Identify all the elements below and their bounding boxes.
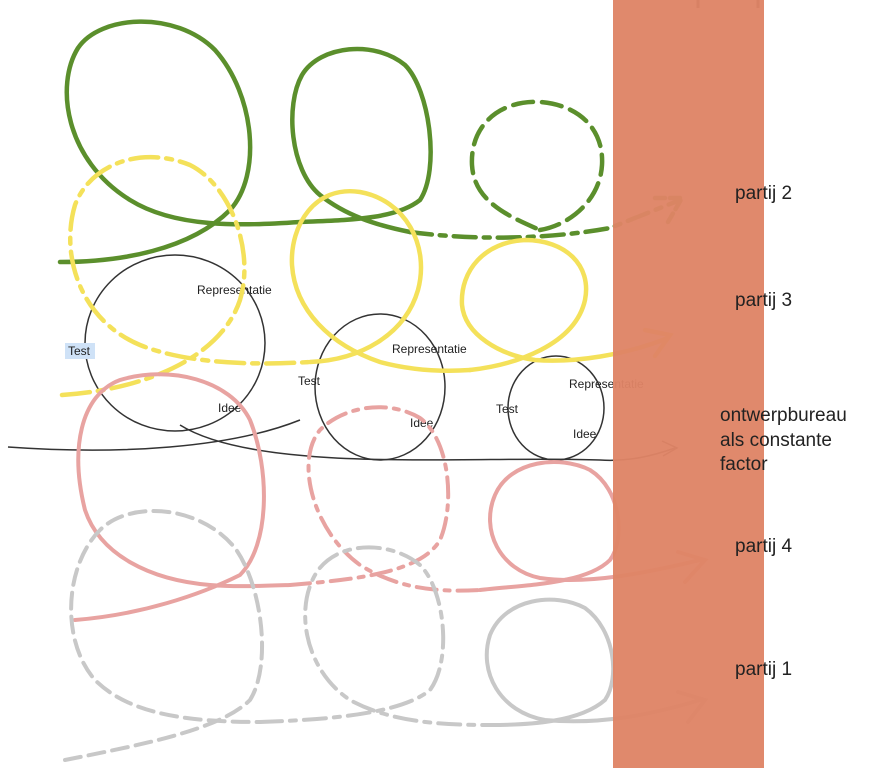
test-highlight (65, 343, 95, 359)
ontwerpbureau-line-1: ontwerpbureau (720, 405, 847, 426)
partij-3-cycles (59, 155, 674, 398)
ontwerpbureau-label: ontwerpbureau als constante factor (720, 404, 847, 478)
highlight-band (613, 0, 764, 768)
yellow-loop-2 (289, 188, 473, 373)
idee-label-1: Idee (218, 401, 242, 415)
pink-loop-3 (478, 460, 702, 592)
gray-loop-1 (63, 509, 265, 762)
representatie-label-1: Representatie (197, 283, 272, 297)
yellow-loop-3 (459, 237, 671, 373)
pink-loop-1 (73, 372, 292, 622)
green-loop-3 (469, 99, 605, 233)
gray-loop-2 (258, 545, 492, 727)
partij-1-cycles (63, 509, 709, 762)
test-label-1: Test (68, 344, 91, 358)
yellow-loop-1 (59, 155, 313, 398)
representatie-label-2: Representatie (392, 342, 467, 356)
pink-loop-2 (288, 405, 482, 593)
partij-4-label: partij 4 (735, 536, 793, 557)
partij-4-cycles (73, 372, 709, 622)
green-loop-1 (57, 19, 303, 265)
test-label-2: Test (298, 374, 321, 388)
ontwerpbureau-line-3: factor (720, 454, 768, 476)
green-loop-2 (290, 46, 433, 235)
partij-2-cycles (57, 19, 686, 265)
partij-1-label: partij 1 (735, 659, 793, 680)
gray-loop-3 (484, 597, 702, 727)
idee-label-3: Idee (573, 427, 597, 441)
partij-2-label: partij 2 (735, 183, 793, 204)
test-label-3: Test (496, 402, 519, 416)
ontwerpbureau-line-2: als constante (720, 429, 832, 451)
ontwerpbureau-line (7, 419, 301, 451)
cycle-circle-3 (507, 355, 605, 461)
partij-3-label: partij 3 (735, 290, 793, 311)
